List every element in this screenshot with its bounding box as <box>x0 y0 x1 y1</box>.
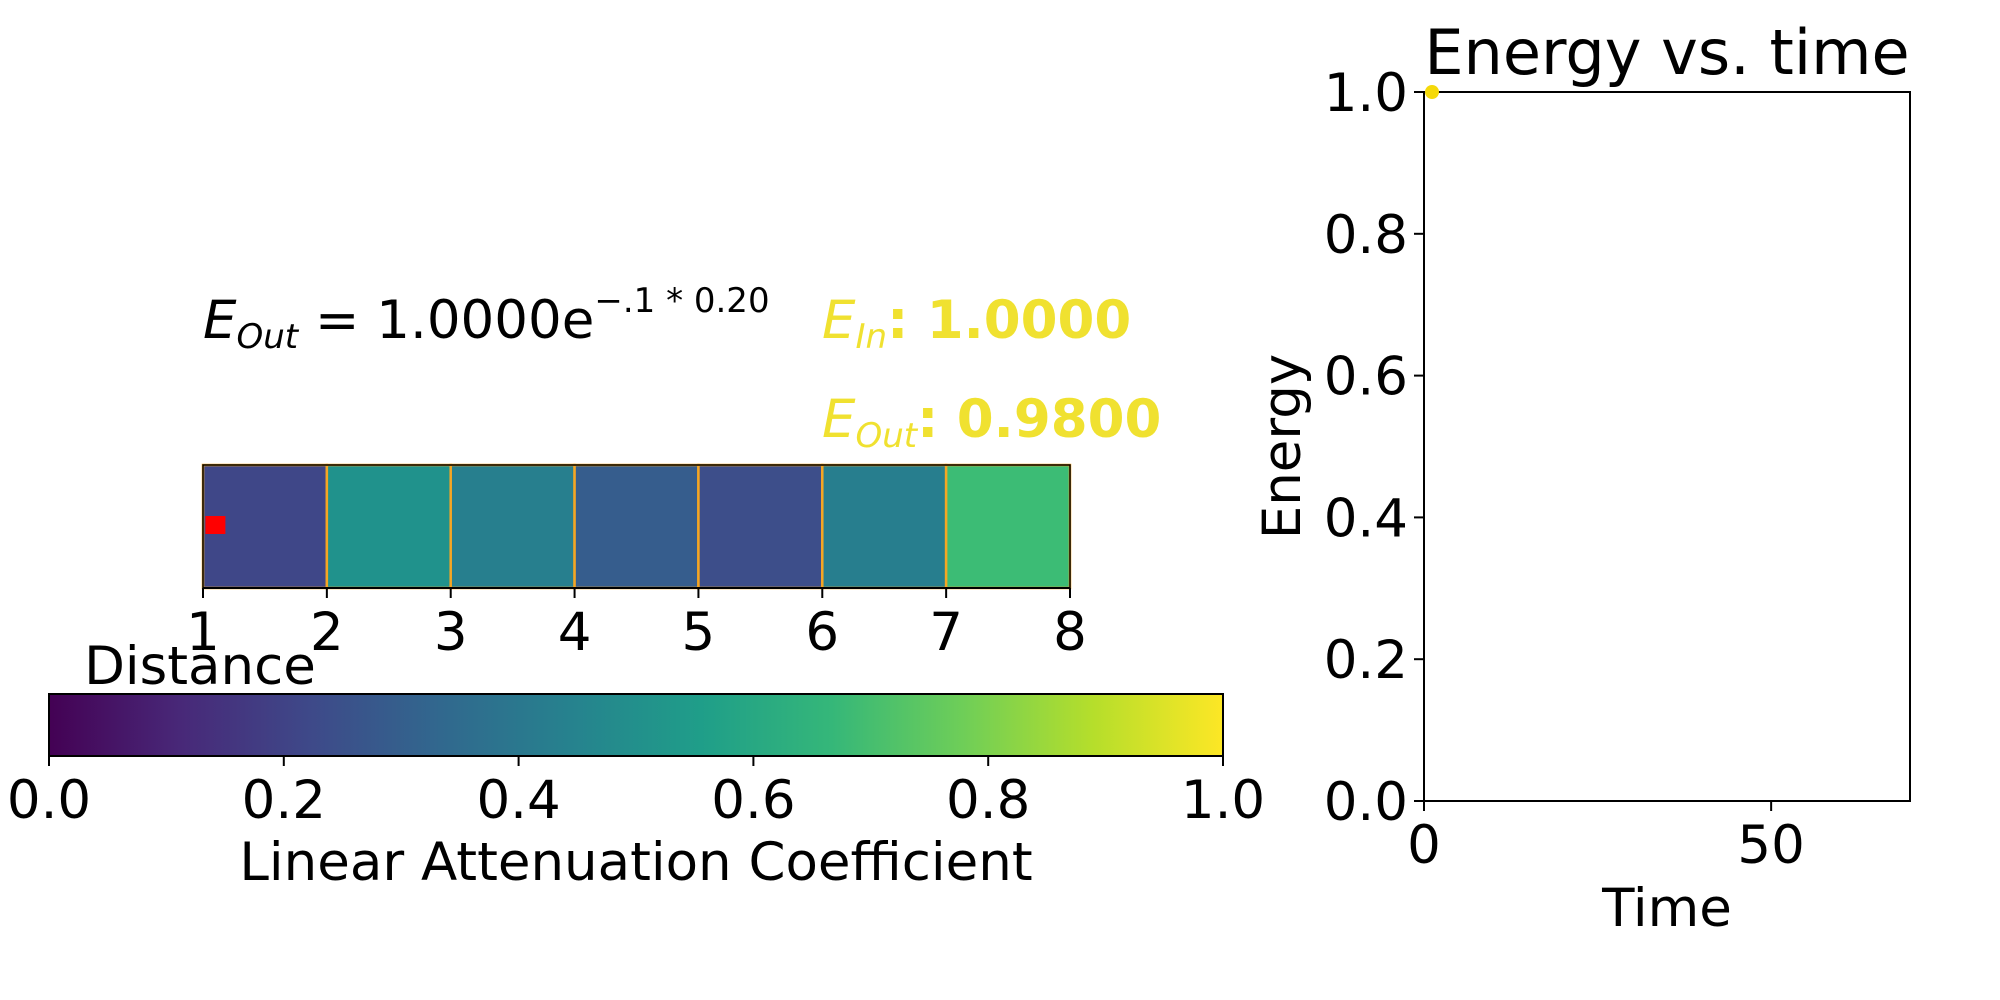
strip-cell-2 <box>325 463 452 590</box>
energy-out-symbol: E <box>822 389 856 450</box>
strip-tick-label-3: 3 <box>434 602 468 663</box>
energy-in-value: : 1.0000 <box>887 290 1131 351</box>
strip-tick-label-2: 2 <box>310 602 344 663</box>
strip-cell-5 <box>697 463 824 590</box>
y-tick-label-0.8: 0.8 <box>1324 205 1408 266</box>
x-tick-label-50: 50 <box>1737 815 1804 876</box>
strip-xlabel: Distance <box>84 636 316 697</box>
attenuation-equation: EOut = 1.0000e−.1 * 0.20 <box>203 281 770 357</box>
equation-lhs: E <box>203 290 237 351</box>
colorbar-tick-label-1.0: 1.0 <box>1181 770 1265 831</box>
energy-out-readout: EOut: 0.9800 <box>822 389 1161 456</box>
energy-in-symbol: E <box>822 290 856 351</box>
strip-cell-4 <box>573 463 700 590</box>
attenuation-strip: 1 2 3 4 5 6 7 8 Distance <box>84 463 1087 697</box>
y-tick-label-0.6: 0.6 <box>1324 347 1408 408</box>
x-axis-label: Time <box>1601 878 1732 939</box>
equation-rhs-coef: = 1.0000e <box>298 290 594 351</box>
particle-marker <box>205 516 226 534</box>
plot-title: Energy vs. time <box>1424 16 1909 89</box>
energy-vs-time-plot: Energy vs. time 0.0 0.2 0.4 0.6 0.8 1.0 0 50Time… <box>1252 16 1911 939</box>
strip-cell-6 <box>821 463 948 590</box>
strip-tick-label-6: 6 <box>805 602 839 663</box>
energy-in-sub: In <box>856 317 888 357</box>
colorbar-tick-label-0.6: 0.6 <box>711 770 795 831</box>
energy-out-value: : 0.9800 <box>917 389 1161 450</box>
strip-cell-3 <box>449 463 576 590</box>
x-tick-label-0: 0 <box>1407 815 1441 876</box>
energy-in-readout: EIn: 1.0000 <box>822 290 1131 357</box>
y-tick-label-0.0: 0.0 <box>1324 772 1408 833</box>
colorbar-tick-label-0.2: 0.2 <box>242 770 326 831</box>
energy-out-sub: Out <box>856 416 919 456</box>
y-tick-label-0.2: 0.2 <box>1324 630 1408 691</box>
plot-frame <box>1423 91 1911 802</box>
colorbar-gradient <box>48 693 1224 757</box>
colorbar-tick-label-0.4: 0.4 <box>476 770 560 831</box>
strip-tick-label-4: 4 <box>558 602 592 663</box>
energy-point-1 <box>1425 85 1439 99</box>
y-axis-label: Energy <box>1252 354 1313 540</box>
strip-tick-label-5: 5 <box>682 602 716 663</box>
colorbar: 0.0 0.2 0.4 0.6 0.8 1.0 Linear Attenuation Coe… <box>7 693 1265 893</box>
colorbar-tick-label-0.0: 0.0 <box>7 770 91 831</box>
strip-tick-label-1: 1 <box>186 602 220 663</box>
strip-cell-7 <box>944 463 1072 590</box>
equation-lhs-sub: Out <box>237 317 300 357</box>
y-tick-label-1.0: 1.0 <box>1324 63 1408 124</box>
colorbar-label: Linear Attenuation Coefficient <box>239 832 1032 893</box>
colorbar-tick-label-0.8: 0.8 <box>946 770 1030 831</box>
strip-tick-label-8: 8 <box>1053 602 1087 663</box>
y-tick-label-0.4: 0.4 <box>1324 488 1408 549</box>
equation-rhs-exp: −.1 * 0.20 <box>594 281 769 321</box>
strip-tick-label-7: 7 <box>929 602 963 663</box>
